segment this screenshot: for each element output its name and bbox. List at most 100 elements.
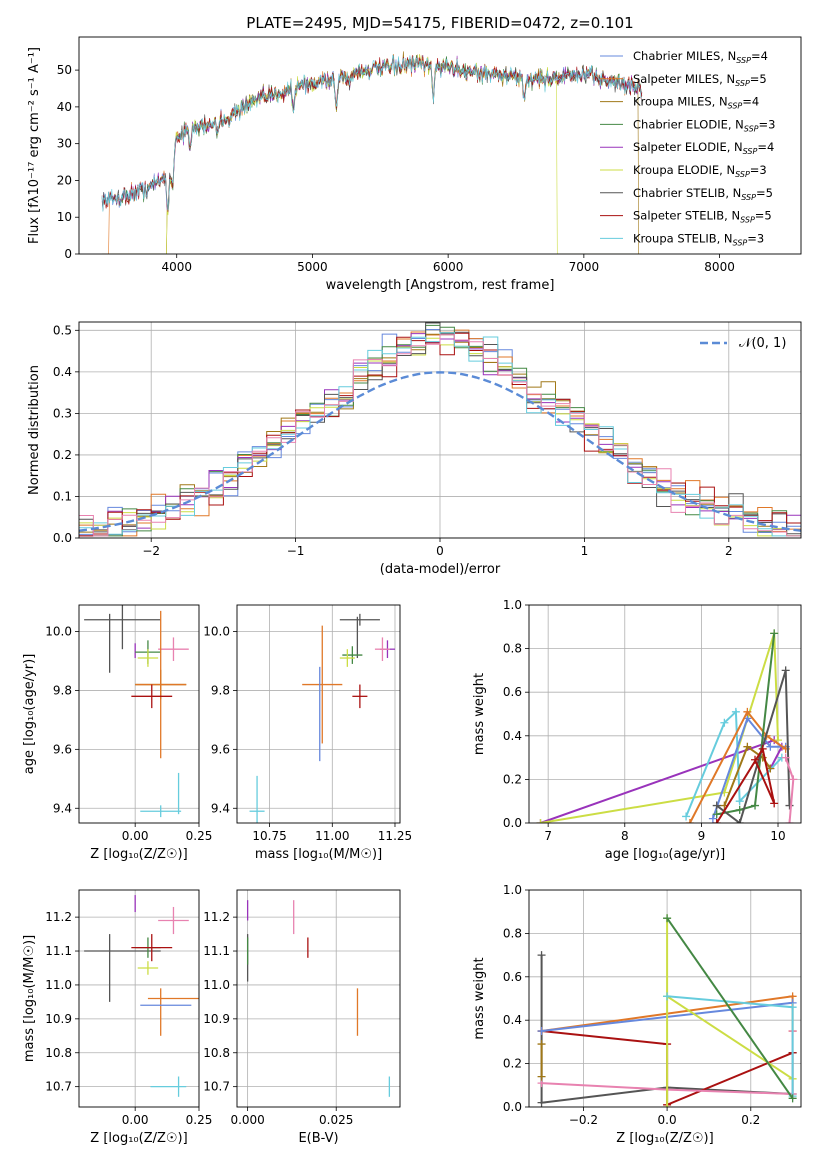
weight-marker — [712, 801, 721, 810]
y-tick-label: 40 — [57, 100, 72, 114]
y-tick-label: 11.1 — [203, 944, 230, 958]
chart-title: PLATE=2495, MJD=54175, FIBERID=0472, z=0… — [246, 14, 633, 32]
axes-weight-vs-age: 7 8 9 10 0.0 0.2 0.4 0.6 0.8 1.0 age [log₁₀(age/yr… — [472, 598, 802, 862]
x-tick-label: 0.025 — [319, 1113, 353, 1127]
x-tick-label: 8 — [621, 829, 629, 843]
x-tick-label: 0.000 — [230, 1113, 264, 1127]
weight-marker — [712, 819, 721, 823]
legend-entry: 𝒩(0, 1) — [739, 336, 786, 351]
y-tick-label: 0.8 — [503, 926, 522, 940]
axes-age-vs-z: 0.00 0.25 9.4 9.6 9.8 10.0 Z [log₁₀(Z/Z☉)] age … — [22, 604, 213, 862]
y-tick-label: 10.7 — [203, 1080, 230, 1094]
x-tick-label: 10 — [770, 829, 785, 843]
plot-area — [79, 605, 199, 823]
errorbar-point-4 — [137, 649, 159, 667]
x-tick-label: 7000 — [569, 260, 600, 274]
weight-marker — [735, 797, 744, 806]
x-tick-label: 0.25 — [186, 1113, 213, 1127]
weight-marker — [758, 744, 767, 753]
y-tick-label: 0.8 — [503, 642, 522, 656]
weight-marker — [789, 775, 798, 784]
x-tick-label: −1 — [287, 544, 305, 558]
axes-frame — [78, 604, 200, 824]
y-tick-label: 10.9 — [203, 1012, 230, 1026]
y-axis-label: mass [log₁₀(M/M☉)] — [22, 935, 37, 1062]
weight-marker — [536, 819, 545, 823]
y-tick-label: 9.4 — [53, 801, 72, 815]
x-axis-label: Z [log₁₀(Z/Z☉)] — [90, 847, 187, 862]
plot-area — [79, 890, 199, 1107]
spectrum-line-5 — [102, 53, 642, 254]
x-tick-label: 0.25 — [186, 829, 213, 843]
errorbar-point-0 — [339, 613, 380, 626]
y-tick-label: 11.2 — [203, 910, 230, 924]
weight-marker — [770, 799, 779, 808]
y-tick-label: 9.4 — [211, 801, 230, 815]
legend-entry: Chabrier STELIB, NSSP=5 — [633, 186, 773, 202]
errorbar-point-7 — [131, 934, 173, 962]
errorbar-point-5 — [158, 637, 189, 661]
plot-area — [237, 605, 400, 823]
errorbar-point-8 — [131, 684, 173, 709]
y-tick-label: 10.0 — [45, 625, 72, 639]
weight-marker — [781, 666, 790, 675]
legend-entry: Salpeter STELIB, NSSP=5 — [633, 209, 772, 225]
weight-marker — [708, 814, 717, 823]
plot-area — [529, 605, 801, 823]
weight-line-5 — [666, 918, 794, 1107]
x-tick-label: 11.25 — [378, 829, 412, 843]
x-tick-label: 0.00 — [122, 829, 149, 843]
axes-spectrum: 4000 5000 6000 7000 8000 0 10 20 30 40 50 wavelengt… — [27, 14, 802, 293]
y-tick-label: 0.5 — [53, 323, 72, 337]
x-tick-label: 6000 — [433, 260, 464, 274]
histogram-7 — [79, 332, 801, 537]
y-tick-label: 20 — [57, 173, 72, 187]
y-tick-label: 0.2 — [503, 1057, 522, 1071]
errorbar-point-6 — [302, 625, 343, 744]
y-tick-label: 9.8 — [53, 683, 72, 697]
weight-marker — [663, 1103, 672, 1107]
weight-marker — [788, 1094, 797, 1103]
y-tick-label: 0 — [64, 247, 72, 261]
axes-frame — [528, 604, 802, 824]
weight-marker — [731, 707, 740, 716]
y-axis-label: Flux [fλ10⁻¹⁷ erg cm⁻² s⁻¹ A⁻¹] — [27, 47, 42, 244]
axes-frame — [236, 604, 401, 824]
x-tick-label: 11.00 — [315, 829, 349, 843]
weight-marker — [537, 1098, 546, 1107]
x-tick-label: 2 — [725, 544, 733, 558]
y-tick-label: 9.6 — [53, 742, 72, 756]
weight-marker — [735, 819, 744, 823]
errorbar-point-9 — [140, 805, 182, 818]
errorbar-point-0 — [84, 605, 161, 650]
weight-marker — [766, 742, 775, 751]
x-axis-label: age [log₁₀(age/yr)] — [605, 847, 726, 862]
axes-frame — [236, 889, 401, 1108]
legend-entry: Chabrier MILES, NSSP=4 — [633, 49, 768, 65]
y-tick-label: 1.0 — [503, 883, 522, 897]
y-axis-label: mass weight — [472, 673, 487, 755]
x-tick-label: 0.00 — [122, 1113, 149, 1127]
axes-mass-vs-ebv: 0.000 0.025 10.7 10.8 10.9 11.0 11.1 11.2 E(B-V) — [203, 889, 401, 1146]
legend-entry: Chabrier ELODIE, NSSP=3 — [633, 117, 775, 133]
y-tick-label: 0.0 — [503, 816, 522, 830]
weight-marker — [781, 753, 790, 762]
weight-marker — [663, 992, 672, 1001]
y-tick-label: 11.0 — [45, 978, 72, 992]
errorbar-point-5 — [374, 637, 390, 661]
y-tick-label: 10.0 — [203, 625, 230, 639]
weight-line-3 — [711, 716, 786, 819]
x-tick-label: 0 — [436, 544, 444, 558]
x-axis-label: wavelength [Angstrom, rest frame] — [326, 278, 555, 293]
weight-marker — [685, 819, 694, 823]
plot-area — [529, 890, 801, 1107]
x-tick-label: −0.2 — [569, 1113, 598, 1127]
histogram-9 — [79, 334, 801, 537]
weight-marker — [785, 801, 794, 810]
x-axis-label: Z [log₁₀(Z/Z☉)] — [616, 1131, 713, 1146]
x-tick-label: 1 — [581, 544, 589, 558]
legend-entry: Kroupa STELIB, NSSP=3 — [633, 231, 764, 247]
y-tick-label: 11.2 — [45, 910, 72, 924]
y-tick-label: 0.6 — [503, 970, 522, 984]
